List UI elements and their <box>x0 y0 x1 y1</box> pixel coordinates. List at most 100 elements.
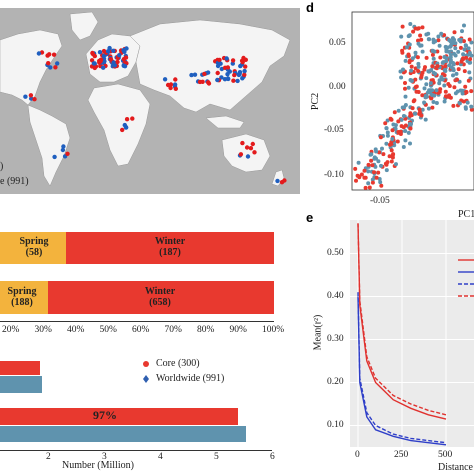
pca-point <box>412 98 417 103</box>
north-america-landmass <box>0 29 63 106</box>
pca-point <box>433 71 438 76</box>
pca-point <box>410 56 415 61</box>
spring-label-worldwide: Spring (188) <box>2 286 42 308</box>
map-sample-point <box>275 178 280 184</box>
ld-gridlines <box>350 220 474 447</box>
map-sample-point <box>245 154 251 159</box>
pca-point <box>409 64 414 69</box>
pca-point <box>419 37 424 42</box>
map-sample-point <box>60 147 66 153</box>
pca-point <box>385 133 390 138</box>
pca-point <box>407 121 412 126</box>
map-sample-point <box>61 144 66 149</box>
pca-point <box>438 55 443 60</box>
map-sample-point <box>197 79 203 85</box>
map-sample-point <box>219 66 224 72</box>
pca-point <box>430 88 435 93</box>
pca-point <box>442 55 447 59</box>
pca-point <box>419 73 424 78</box>
pca-point <box>443 94 448 99</box>
pca-point <box>403 86 407 91</box>
pca-point <box>378 135 383 140</box>
pca-point <box>458 45 463 50</box>
pca-point <box>416 61 421 66</box>
pca-point <box>408 113 413 118</box>
spring-count-worldwide: (188) <box>11 297 33 308</box>
pca-point <box>373 164 378 169</box>
map-sample-point <box>250 141 255 147</box>
map-sample-point <box>238 63 243 69</box>
pca-point <box>384 168 389 173</box>
pca-point <box>363 185 368 190</box>
pca-point <box>430 64 435 69</box>
pca-point <box>384 141 389 146</box>
ld-curve <box>357 296 447 446</box>
winter-segment-worldwide <box>48 281 274 314</box>
pca-point <box>383 161 388 166</box>
pca-point <box>417 110 422 115</box>
map-sample-point <box>122 63 128 69</box>
pca-point <box>426 37 431 42</box>
map-sample-point <box>45 53 50 58</box>
greenland-landmass <box>69 11 99 41</box>
pca-point <box>356 160 361 165</box>
pca-point <box>456 49 461 54</box>
map-sample-point <box>123 125 129 130</box>
pca-point <box>423 95 428 100</box>
pca-point <box>452 30 457 35</box>
map-sample-point <box>52 154 57 160</box>
pca-point <box>430 48 435 53</box>
spring-text-core: Spring <box>19 236 49 247</box>
pca-point <box>398 129 403 134</box>
pca-point <box>399 117 404 122</box>
pca-point <box>452 51 456 56</box>
spring-text-worldwide: Spring <box>7 286 37 297</box>
pca-point <box>449 41 454 46</box>
pca-point <box>463 43 468 48</box>
pca-point <box>416 90 421 94</box>
spring-segment-worldwide <box>0 281 48 314</box>
snp-legend-worldwide: Worldwide (991) <box>156 373 225 384</box>
ld-curve <box>357 292 447 444</box>
pca-y-tick: -0.10 <box>324 170 344 180</box>
snp-axis-tick: 6 <box>270 452 275 462</box>
pca-point <box>469 104 474 109</box>
ld-x-tick: 0 <box>355 450 360 460</box>
snp-legend-core: Core (300) <box>156 358 200 369</box>
pca-point <box>458 88 463 93</box>
snp-axis-tick: 3 <box>102 452 107 462</box>
map-sample-point <box>244 145 250 150</box>
map-sample-point <box>48 65 53 70</box>
winter-text-worldwide: Winter <box>144 286 176 297</box>
map-sample-point <box>232 72 237 78</box>
pca-point <box>431 100 436 104</box>
map-sample-point <box>231 78 236 83</box>
pca-point <box>413 50 418 55</box>
pca-point <box>448 58 453 63</box>
map-sample-point <box>51 52 57 57</box>
map-sample-point <box>252 150 257 155</box>
pca-point <box>374 175 379 180</box>
map-sample-point <box>130 116 135 121</box>
map-sample-point <box>173 86 178 92</box>
pca-point <box>370 163 375 168</box>
map-sample-point <box>101 53 107 58</box>
pca-point <box>446 49 451 54</box>
spring-label-core: Spring (58) <box>14 236 54 258</box>
pca-point <box>443 89 448 94</box>
winter-segment-core <box>66 232 274 264</box>
pca-point <box>366 169 371 174</box>
pca-point <box>396 119 401 124</box>
winter-text-core: Winter <box>154 236 186 247</box>
pca-point <box>440 72 445 77</box>
pca-point <box>467 70 472 75</box>
pca-point <box>418 43 423 48</box>
map-sample-point <box>189 72 194 78</box>
pca-point <box>408 141 412 146</box>
map-sample-point <box>105 49 111 54</box>
map-sample-point <box>192 72 198 77</box>
pca-point <box>431 37 436 42</box>
map-sample-point <box>123 55 129 60</box>
pca-point <box>469 107 474 112</box>
africa-landmass <box>87 83 151 167</box>
